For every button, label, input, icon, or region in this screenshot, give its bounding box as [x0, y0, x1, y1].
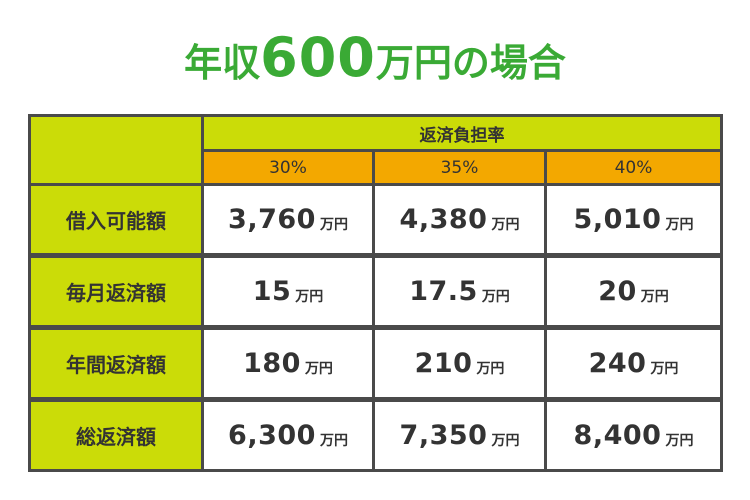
value-unit: 万円 — [319, 432, 348, 449]
row-header-1: 借入可能額 — [31, 186, 201, 253]
value-unit: 万円 — [491, 432, 520, 449]
column-group-header: 返済負担率 — [204, 117, 720, 149]
value-number: 20 — [598, 276, 637, 307]
value-unit: 万円 — [665, 216, 694, 233]
value-number: 6,300 — [228, 420, 316, 451]
corner-cell — [31, 117, 201, 183]
value-cell: 6,300 万円 — [204, 402, 372, 469]
value-unit: 万円 — [640, 288, 669, 305]
value-number: 8,400 — [573, 420, 662, 451]
value-cell: 17.5 万円 — [375, 258, 544, 325]
rate-header-1: 30% — [204, 152, 372, 183]
value-cell: 3,760 万円 — [204, 186, 372, 253]
value-number: 15 — [252, 276, 292, 307]
value-number: 5,010 — [573, 204, 662, 235]
value-number: 210 — [414, 348, 473, 379]
value-unit: 万円 — [476, 360, 505, 377]
value-number: 17.5 — [409, 276, 478, 307]
value-unit: 万円 — [650, 360, 679, 377]
value-number: 3,760 — [228, 204, 316, 235]
value-unit: 万円 — [491, 216, 520, 233]
row-header-2: 毎月返済額 — [31, 258, 201, 325]
value-number: 7,350 — [399, 420, 488, 451]
title-number: 600 — [260, 26, 376, 89]
rate-header-3: 40% — [547, 152, 720, 183]
row-header-4: 総返済額 — [31, 402, 201, 469]
value-cell: 15 万円 — [204, 258, 372, 325]
loan-table: 返済負担率 30% 35% 40% 借入可能額 3,760 万円 4,380 万円 5,010 万… — [28, 114, 723, 472]
value-unit: 万円 — [295, 288, 324, 305]
value-unit: 万円 — [319, 216, 348, 233]
title-suffix: 万円の場合 — [375, 41, 566, 85]
value-number: 180 — [243, 348, 301, 379]
value-cell: 210 万円 — [375, 330, 544, 397]
value-cell: 180 万円 — [204, 330, 372, 397]
rate-header-2: 35% — [375, 152, 544, 183]
value-cell: 7,350 万円 — [375, 402, 544, 469]
value-number: 240 — [588, 348, 647, 379]
value-cell: 240 万円 — [547, 330, 720, 397]
value-unit: 万円 — [304, 360, 333, 377]
value-cell: 4,380 万円 — [375, 186, 544, 253]
value-cell: 20 万円 — [547, 258, 720, 325]
row-header-3: 年間返済額 — [31, 330, 201, 397]
title-prefix: 年収 — [184, 41, 261, 85]
value-unit: 万円 — [481, 288, 510, 305]
value-cell: 8,400 万円 — [547, 402, 720, 469]
value-number: 4,380 — [399, 204, 488, 235]
value-unit: 万円 — [665, 432, 694, 449]
value-cell: 5,010 万円 — [547, 186, 720, 253]
page-title: 年収600万円の場合 — [0, 28, 750, 101]
